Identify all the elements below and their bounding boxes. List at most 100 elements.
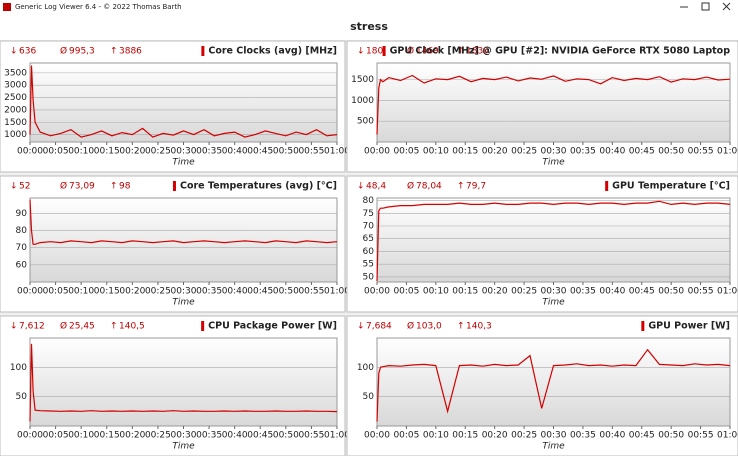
x-tick-label: 01:00 bbox=[324, 431, 350, 441]
x-tick-label: 00:15 bbox=[94, 431, 120, 441]
data-line bbox=[376, 74, 731, 135]
stat-value: 103,0 bbox=[416, 322, 442, 332]
x-tick-label: 00:15 bbox=[452, 431, 478, 441]
stat-value: 7,612 bbox=[19, 322, 45, 332]
y-tick-label: 500 bbox=[357, 117, 374, 127]
stat-symbol: Ø bbox=[60, 46, 67, 57]
x-tick-label: 01:00 bbox=[717, 147, 738, 157]
stat-value: 73,09 bbox=[69, 182, 95, 192]
stat-value: 52 bbox=[19, 182, 30, 192]
stat-symbol: ↑ bbox=[457, 47, 465, 57]
x-tick-label: 01:00 bbox=[324, 287, 350, 297]
x-tick-label: 00:50 bbox=[273, 431, 299, 441]
plot-area bbox=[29, 197, 338, 283]
data-line bbox=[29, 343, 338, 422]
window-controls[interactable] bbox=[680, 2, 731, 11]
stat-value: 98 bbox=[119, 182, 131, 192]
data-line bbox=[29, 199, 338, 245]
chart-title: CPU Package Power [W] bbox=[208, 321, 337, 332]
x-tick-label: 00:00 bbox=[17, 431, 43, 441]
x-tick-label: 01:00 bbox=[717, 431, 738, 441]
stat-symbol: Ø bbox=[407, 321, 414, 332]
stat-symbol: ↓ bbox=[10, 182, 18, 192]
x-tick-label: 00:10 bbox=[423, 431, 449, 441]
x-axis-label: Time bbox=[542, 298, 565, 308]
title-marker bbox=[201, 321, 205, 331]
x-axis-label: Time bbox=[542, 158, 565, 168]
x-tick-label: 00:00 bbox=[17, 147, 43, 157]
plot-area bbox=[376, 197, 731, 283]
stat-symbol: ↓ bbox=[10, 47, 18, 57]
stat-symbol: ↑ bbox=[110, 182, 118, 192]
x-tick-label: 00:05 bbox=[393, 147, 419, 157]
y-tick-label: 80 bbox=[16, 226, 28, 236]
x-tick-label: 00:30 bbox=[171, 431, 197, 441]
stat-symbol: ↑ bbox=[110, 47, 118, 57]
x-tick-label: 00:45 bbox=[247, 431, 273, 441]
x-tick-label: 00:55 bbox=[688, 431, 714, 441]
x-tick-label: 00:25 bbox=[145, 431, 171, 441]
x-tick-label: 00:05 bbox=[393, 431, 419, 441]
plot-area bbox=[29, 337, 338, 427]
x-tick-label: 00:40 bbox=[222, 287, 248, 297]
stat-value: 25,45 bbox=[69, 322, 95, 332]
x-tick-label: 00:10 bbox=[68, 431, 94, 441]
page-title: stress bbox=[350, 20, 388, 33]
x-tick-label: 00:10 bbox=[423, 287, 449, 297]
title-marker bbox=[382, 46, 386, 56]
x-tick-label: 00:20 bbox=[119, 287, 145, 297]
stat-value: 1469 bbox=[416, 47, 439, 57]
stat-value: 7,684 bbox=[366, 322, 392, 332]
stat-symbol: ↓ bbox=[357, 47, 365, 57]
x-tick-label: 00:30 bbox=[171, 147, 197, 157]
y-tick-label: 100 bbox=[10, 363, 27, 373]
x-tick-label: 00:50 bbox=[273, 147, 299, 157]
x-tick-label: 00:15 bbox=[452, 147, 478, 157]
x-tick-label: 00:20 bbox=[482, 287, 508, 297]
x-tick-label: 00:35 bbox=[570, 431, 596, 441]
y-tick-label: 70 bbox=[363, 222, 375, 232]
y-tick-label: 60 bbox=[16, 260, 28, 270]
stat-value: 48,4 bbox=[366, 182, 386, 192]
x-axis-label: Time bbox=[172, 298, 195, 308]
stat-value: 3886 bbox=[119, 47, 142, 57]
x-tick-label: 01:00 bbox=[717, 287, 738, 297]
x-tick-label: 00:30 bbox=[171, 287, 197, 297]
y-tick-label: 80 bbox=[363, 196, 375, 206]
plot-area bbox=[29, 62, 338, 143]
stat-value: 140,3 bbox=[466, 322, 492, 332]
x-tick-label: 00:35 bbox=[570, 147, 596, 157]
stat-value: 636 bbox=[19, 47, 36, 57]
chart-title: Core Clocks (avg) [MHz] bbox=[208, 46, 337, 57]
y-tick-label: 50 bbox=[363, 272, 375, 282]
chart-title: GPU Temperature [°C] bbox=[612, 181, 730, 192]
x-tick-label: 00:45 bbox=[629, 147, 655, 157]
data-line bbox=[29, 65, 338, 138]
x-tick-label: 00:50 bbox=[658, 431, 684, 441]
title-marker bbox=[605, 181, 609, 191]
x-tick-label: 00:00 bbox=[364, 287, 390, 297]
chart-title: GPU Clock [MHz] @ GPU [#2]: NVIDIA GeFor… bbox=[390, 46, 731, 57]
x-tick-label: 00:05 bbox=[393, 287, 419, 297]
x-axis-label: Time bbox=[172, 158, 195, 168]
x-tick-label: 00:55 bbox=[298, 147, 324, 157]
x-tick-label: 00:55 bbox=[688, 147, 714, 157]
x-tick-label: 00:30 bbox=[541, 147, 567, 157]
x-tick-label: 00:30 bbox=[541, 287, 567, 297]
x-tick-label: 00:50 bbox=[273, 287, 299, 297]
x-tick-label: 00:40 bbox=[222, 431, 248, 441]
x-axis-label: Time bbox=[172, 442, 195, 452]
y-tick-label: 75 bbox=[363, 209, 374, 219]
x-tick-label: 00:35 bbox=[196, 287, 222, 297]
stat-value: 1830 bbox=[466, 47, 489, 57]
y-tick-label: 100 bbox=[357, 363, 374, 373]
x-tick-label: 00:40 bbox=[599, 287, 625, 297]
stat-value: 180 bbox=[366, 47, 383, 57]
x-tick-label: 00:25 bbox=[145, 287, 171, 297]
x-tick-label: 00:50 bbox=[658, 147, 684, 157]
x-tick-label: 00:40 bbox=[599, 431, 625, 441]
stat-symbol: ↓ bbox=[357, 322, 365, 332]
y-tick-label: 1000 bbox=[351, 96, 374, 106]
plot-area bbox=[376, 337, 731, 427]
